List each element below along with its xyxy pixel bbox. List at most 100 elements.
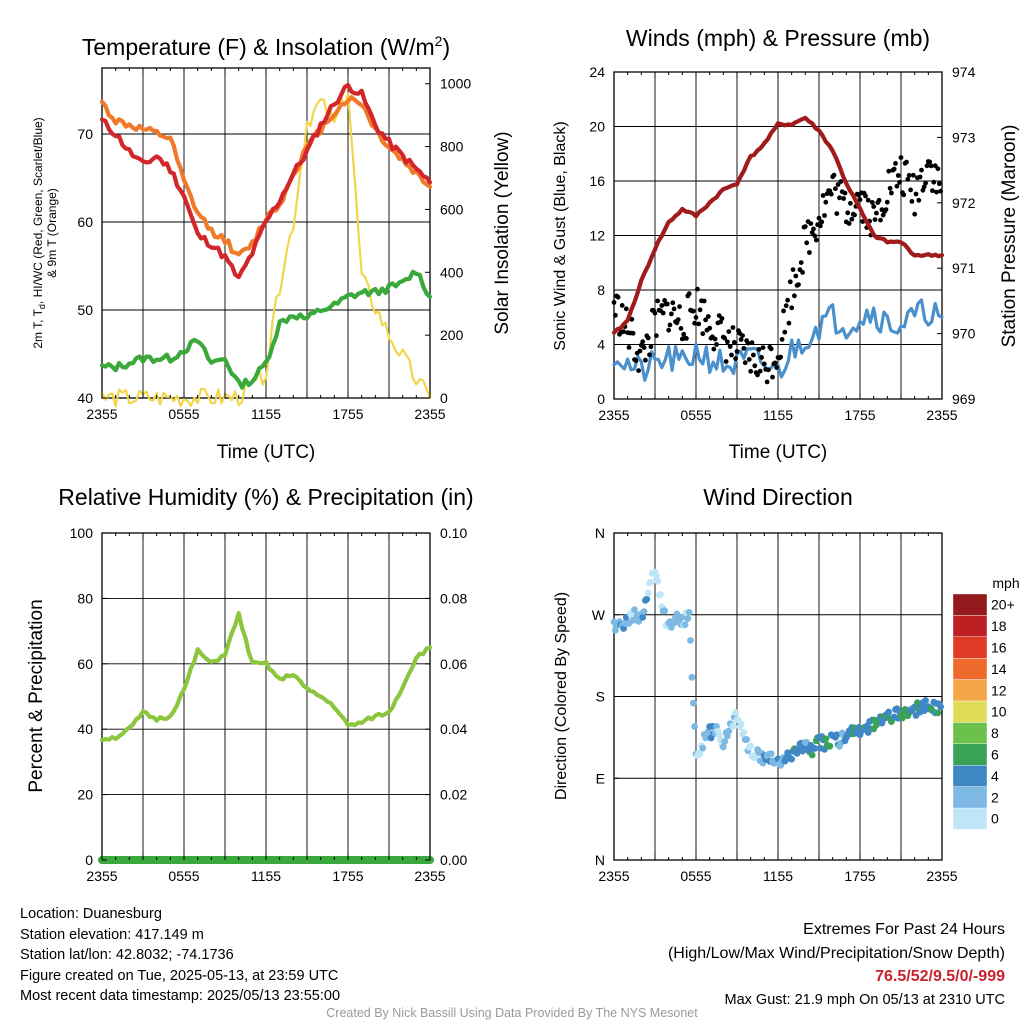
gust-point xyxy=(938,188,943,194)
colorbar-label: 18 xyxy=(991,618,1007,634)
gust-point xyxy=(811,226,816,232)
gust-point xyxy=(841,196,846,201)
direction-point xyxy=(719,743,727,751)
colorbar-label: 2 xyxy=(991,789,999,805)
gust-point xyxy=(909,199,915,204)
x-tick-label: 1755 xyxy=(332,868,363,884)
y-tick-label-left: 80 xyxy=(77,590,93,606)
gust-point xyxy=(884,199,890,205)
gust-point xyxy=(723,359,729,364)
extremes-title: Extremes For Past 24 Hours xyxy=(803,921,1005,938)
winds-title: Winds (mph) & Pressure (mb) xyxy=(626,25,930,51)
direction-point xyxy=(743,736,750,743)
gust-point xyxy=(712,336,718,342)
gust-point xyxy=(820,193,826,198)
gust-point xyxy=(733,356,738,362)
gust-point xyxy=(813,237,819,243)
temperature-title-end: ) xyxy=(442,34,450,60)
gust-point xyxy=(734,349,740,354)
gust-point xyxy=(786,320,792,326)
temperature-title-text: Temperature (F) & Insolation (W/m xyxy=(82,34,435,60)
colorbar-swatch xyxy=(952,636,988,659)
direction-point xyxy=(767,750,775,758)
humidity-title: Relative Humidity (%) & Precipitation (i… xyxy=(58,484,473,510)
gust-point xyxy=(727,344,733,349)
gust-point xyxy=(677,304,682,309)
gust-point xyxy=(695,286,700,292)
colorbar-swatch xyxy=(952,786,988,809)
x-tick-label: 2355 xyxy=(926,407,957,423)
gust-point xyxy=(621,329,626,335)
x-tick-label: 2355 xyxy=(598,868,629,884)
max-gust-text: Max Gust: 21.9 mph On 05/13 at 2310 UTC xyxy=(724,991,1005,1008)
direction-point xyxy=(689,699,697,707)
gust-point xyxy=(917,174,923,180)
colorbar-label: 14 xyxy=(991,661,1007,677)
gust-point xyxy=(804,240,810,246)
gust-point xyxy=(686,291,692,297)
y-tick-label-left: 60 xyxy=(77,214,93,230)
gust-point xyxy=(793,273,799,279)
gust-point xyxy=(615,294,621,300)
gust-point xyxy=(692,320,697,326)
y-tick-label-left: 4 xyxy=(597,337,605,353)
gust-point xyxy=(886,168,892,174)
y-tick-label-left: 24 xyxy=(589,64,605,80)
y-tick-label-left: 20 xyxy=(77,787,93,803)
y-tick-label-right: 972 xyxy=(952,195,976,211)
x-tick-label: 2355 xyxy=(414,868,445,884)
x-tick-label: 0555 xyxy=(680,868,711,884)
gust-point xyxy=(655,298,661,304)
y-tick-label-right: 0.04 xyxy=(440,721,467,737)
winds-ylabel-left: Sonic Wind & Gust (Blue, Black) xyxy=(552,121,569,350)
gust-point xyxy=(705,314,711,319)
gust-point xyxy=(876,197,882,203)
gust-point xyxy=(822,213,827,218)
colorbar-swatch xyxy=(952,743,988,766)
x-tick-label: 1155 xyxy=(763,407,793,423)
direction-panel: Wind Direction 2355 0555 1155 1755 2355NESWN… xyxy=(553,484,1020,884)
gust-point xyxy=(834,211,840,217)
direction-point xyxy=(691,723,698,730)
gust-point xyxy=(729,352,734,358)
direction-point xyxy=(811,745,819,752)
colorbar-swatch xyxy=(952,765,988,787)
gust-point xyxy=(757,368,763,374)
x-tick-label: 1155 xyxy=(763,868,793,884)
gust-point xyxy=(924,163,930,169)
series-line-relative-humidity xyxy=(99,611,433,743)
latlon-text: Station lat/lon: 42.8032; -74.1736 xyxy=(20,947,234,963)
x-tick-label: 2355 xyxy=(598,407,629,423)
gust-point xyxy=(760,345,766,350)
direction-point xyxy=(934,709,942,717)
gust-point xyxy=(783,303,789,309)
gust-point xyxy=(697,307,703,313)
series-line-td xyxy=(99,269,433,390)
gust-point xyxy=(849,216,855,222)
direction-points xyxy=(610,568,944,769)
gust-point xyxy=(746,357,752,362)
series-line-station-pressure xyxy=(611,115,945,335)
x-tick-label: 1755 xyxy=(332,406,363,422)
gust-point xyxy=(898,155,904,160)
y-tick-label-right: 0.02 xyxy=(440,787,467,803)
gust-point xyxy=(619,303,625,308)
x-tick-label: 1155 xyxy=(251,868,281,884)
gust-point xyxy=(904,159,909,165)
y-tick-label-right: 0.08 xyxy=(440,590,467,606)
gust-point xyxy=(670,300,676,306)
colorbar-label: 6 xyxy=(991,747,999,763)
direction-point xyxy=(631,606,638,613)
y-tick-label-left: N xyxy=(595,852,605,868)
gust-point xyxy=(800,270,805,275)
gust-point xyxy=(664,301,670,307)
gust-point xyxy=(798,260,804,265)
gust-point xyxy=(751,352,756,358)
gust-point xyxy=(930,188,935,194)
gust-point xyxy=(883,207,889,213)
gust-point xyxy=(871,204,877,209)
gust-point xyxy=(891,166,897,172)
gust-point xyxy=(725,339,730,345)
gust-point xyxy=(738,337,744,342)
